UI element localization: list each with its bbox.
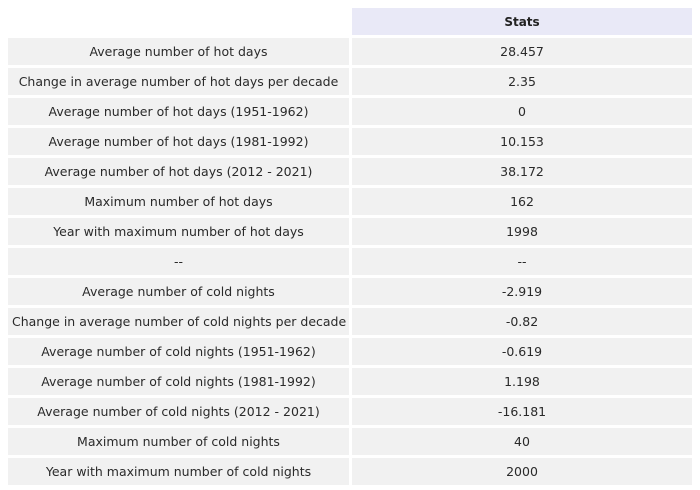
table-row: Year with maximum number of hot days 199…: [8, 218, 692, 245]
row-label: Year with maximum number of hot days: [8, 218, 349, 245]
table-header: Stats: [8, 8, 692, 35]
table-row: Average number of hot days 28.457: [8, 38, 692, 65]
row-label: Change in average number of hot days per…: [8, 68, 349, 95]
header-row: Stats: [8, 8, 692, 35]
table-body: Average number of hot days 28.457 Change…: [8, 38, 692, 485]
row-value: --: [352, 248, 692, 275]
row-value: -0.82: [352, 308, 692, 335]
row-value: 28.457: [352, 38, 692, 65]
row-label: Change in average number of cold nights …: [8, 308, 349, 335]
row-label: Year with maximum number of cold nights: [8, 458, 349, 485]
table-row: Year with maximum number of cold nights …: [8, 458, 692, 485]
table-row: Change in average number of hot days per…: [8, 68, 692, 95]
table-row: Change in average number of cold nights …: [8, 308, 692, 335]
row-label: Average number of hot days: [8, 38, 349, 65]
row-label: Average number of hot days (1981-1992): [8, 128, 349, 155]
row-label: Average number of hot days (1951-1962): [8, 98, 349, 125]
row-label: Maximum number of cold nights: [8, 428, 349, 455]
row-value: -2.919: [352, 278, 692, 305]
table-row: Average number of cold nights -2.919: [8, 278, 692, 305]
table-row: Average number of hot days (2012 - 2021)…: [8, 158, 692, 185]
row-label: Average number of cold nights (2012 - 20…: [8, 398, 349, 425]
row-label: Average number of cold nights (1981-1992…: [8, 368, 349, 395]
row-label: Average number of cold nights (1951-1962…: [8, 338, 349, 365]
row-value: 162: [352, 188, 692, 215]
row-value: 10.153: [352, 128, 692, 155]
row-value: 0: [352, 98, 692, 125]
row-value: 1998: [352, 218, 692, 245]
row-value: -0.619: [352, 338, 692, 365]
row-label: Maximum number of hot days: [8, 188, 349, 215]
row-value: 1.198: [352, 368, 692, 395]
stats-table: Stats Average number of hot days 28.457 …: [5, 5, 695, 488]
separator-row: -- --: [8, 248, 692, 275]
table-row: Maximum number of hot days 162: [8, 188, 692, 215]
header-label-cell: [8, 8, 349, 35]
row-value: -16.181: [352, 398, 692, 425]
row-label: Average number of cold nights: [8, 278, 349, 305]
table-row: Average number of hot days (1981-1992) 1…: [8, 128, 692, 155]
table-row: Average number of cold nights (2012 - 20…: [8, 398, 692, 425]
table-row: Maximum number of cold nights 40: [8, 428, 692, 455]
table-row: Average number of hot days (1951-1962) 0: [8, 98, 692, 125]
table-row: Average number of cold nights (1951-1962…: [8, 338, 692, 365]
row-value: 2000: [352, 458, 692, 485]
row-label: --: [8, 248, 349, 275]
header-stats-cell: Stats: [352, 8, 692, 35]
row-value: 2.35: [352, 68, 692, 95]
table-row: Average number of cold nights (1981-1992…: [8, 368, 692, 395]
row-label: Average number of hot days (2012 - 2021): [8, 158, 349, 185]
row-value: 38.172: [352, 158, 692, 185]
row-value: 40: [352, 428, 692, 455]
